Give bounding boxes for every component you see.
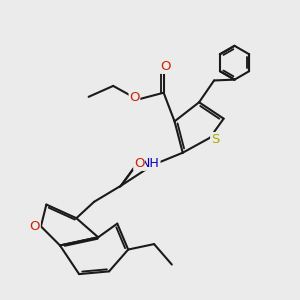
Text: O: O — [134, 157, 144, 170]
Text: O: O — [129, 91, 140, 104]
Text: O: O — [160, 60, 171, 73]
Text: O: O — [30, 220, 40, 233]
Text: NH: NH — [141, 157, 160, 170]
Text: S: S — [211, 133, 219, 146]
